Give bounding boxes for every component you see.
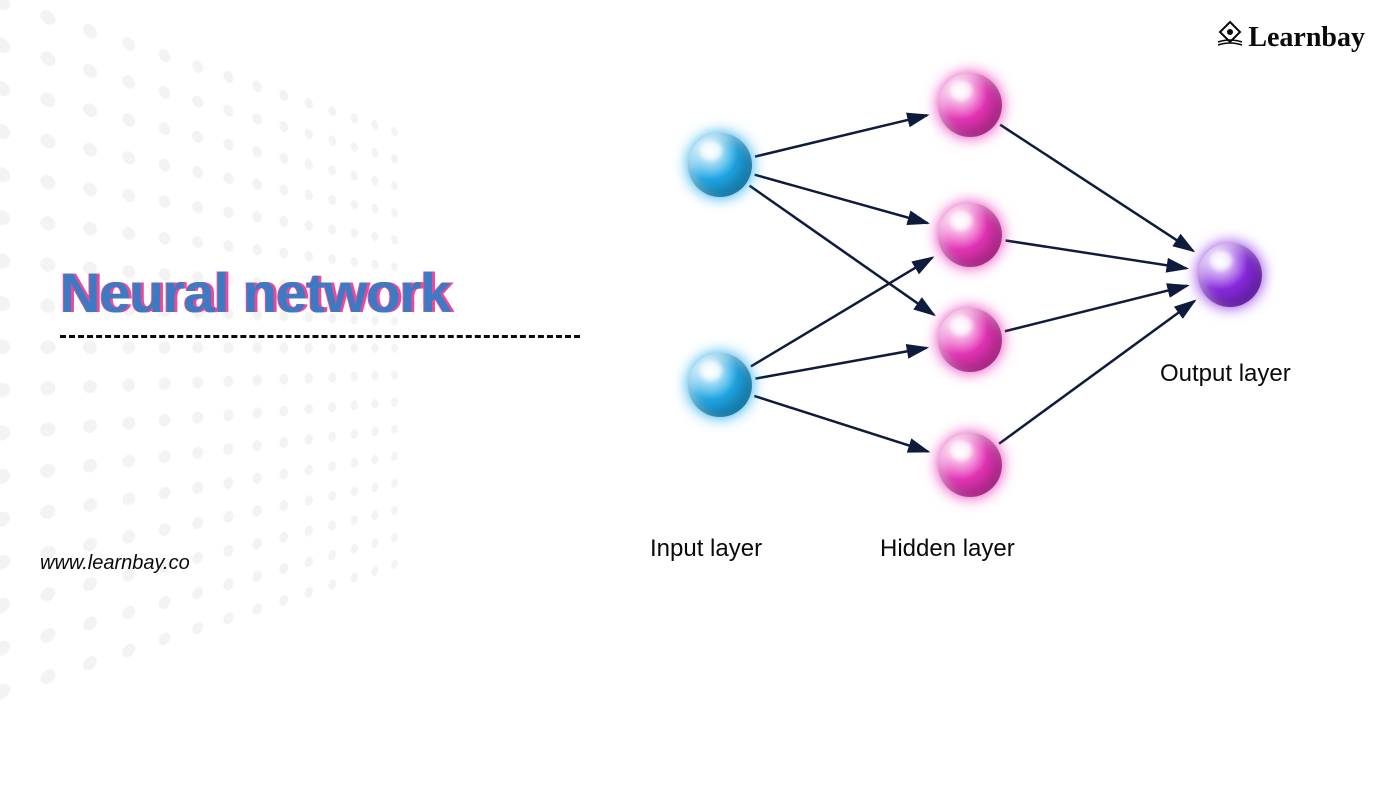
edge: [749, 186, 933, 315]
hidden-node: [938, 73, 1002, 137]
edge: [999, 301, 1194, 444]
hidden-node: [938, 433, 1002, 497]
site-url: www.learnbay.co: [40, 552, 190, 575]
edge: [751, 258, 932, 367]
output-node: [1198, 243, 1262, 307]
edge: [755, 175, 928, 223]
edge: [1006, 240, 1187, 268]
edge: [755, 348, 926, 379]
input-node: [688, 133, 752, 197]
title-underline: [60, 335, 580, 338]
network-edges: [600, 40, 1400, 590]
edge: [754, 396, 928, 452]
neural-network-diagram: Input layerHidden layerOutput layer: [600, 40, 1400, 590]
edge: [1000, 125, 1193, 251]
page-title: Neural network: [60, 260, 451, 325]
input-node: [688, 353, 752, 417]
decorative-dot-pattern: [0, 0, 406, 789]
hidden-node: [938, 203, 1002, 267]
edge: [755, 115, 927, 156]
hidden-node: [938, 308, 1002, 372]
edge: [1005, 286, 1187, 332]
